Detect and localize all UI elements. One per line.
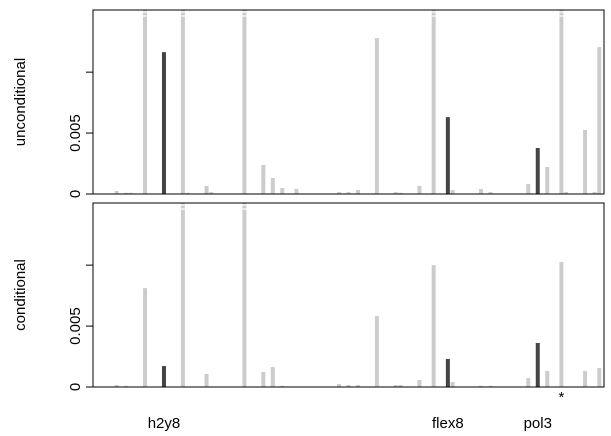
y-tick-label: 0.005 — [67, 114, 84, 152]
plot-area — [114, 203, 602, 387]
plot-area — [114, 10, 602, 194]
x-label: flex8 — [432, 415, 464, 432]
y-tick-label: 0.005 — [67, 307, 84, 345]
y-tick-label: 0 — [67, 190, 84, 198]
y-axis-label: unconditional — [12, 58, 29, 146]
annotation: * — [558, 389, 564, 406]
x-label: pol3 — [524, 415, 552, 432]
panel-box — [92, 9, 605, 195]
y-tick-label: 0 — [67, 383, 84, 391]
x-label: h2y8 — [148, 415, 181, 432]
y-axis-label: conditional — [12, 259, 29, 331]
panel-box — [92, 202, 605, 388]
